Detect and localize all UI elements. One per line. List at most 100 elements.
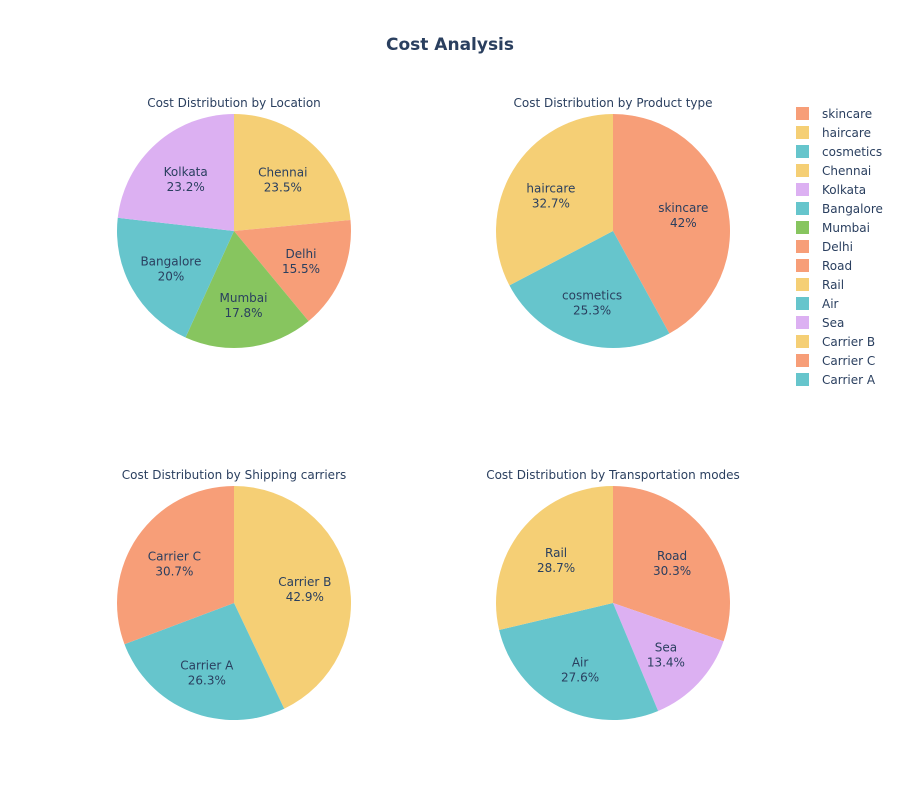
- slice-label-carrier-a: Carrier A: [180, 658, 234, 672]
- pie-slice-chennai[interactable]: [234, 114, 351, 231]
- legend-item-mumbai[interactable]: Mumbai: [796, 221, 870, 235]
- legend-label: Bangalore: [822, 202, 883, 216]
- chart-title: Cost Analysis: [386, 35, 514, 55]
- slice-percent-carrier-a: 26.3%: [188, 673, 226, 687]
- pie-cost-distribution-by-shipping-carriers: Cost Distribution by Shipping carriers Ca…: [116, 468, 352, 721]
- legend-item-chennai[interactable]: Chennai: [796, 164, 871, 178]
- slice-label-rail: Rail: [545, 546, 567, 560]
- pie-slice-carrier-b[interactable]: [234, 486, 352, 709]
- slice-label-carrier-c: Carrier C: [148, 550, 201, 564]
- slice-percent-road: 30.3%: [653, 564, 691, 578]
- legend-swatch: [796, 259, 809, 272]
- slice-percent-chennai: 23.5%: [264, 180, 302, 194]
- legend-swatch: [796, 354, 809, 367]
- pie-grid: Cost Distribution by Location Chennai23.5…: [116, 96, 740, 721]
- legend-swatch: [796, 164, 809, 177]
- slice-percent-haircare: 32.7%: [532, 197, 570, 211]
- slice-label-road: Road: [657, 549, 687, 563]
- legend-item-cosmetics[interactable]: cosmetics: [796, 145, 882, 159]
- slice-label-chennai: Chennai: [258, 165, 307, 179]
- slice-label-air: Air: [572, 656, 589, 670]
- slice-percent-sea: 13.4%: [647, 656, 685, 670]
- legend-swatch: [796, 145, 809, 158]
- slice-label-mumbai: Mumbai: [220, 291, 268, 305]
- pie-cost-distribution-by-product-type: Cost Distribution by Product type skincar…: [496, 96, 731, 349]
- pie-slice-bangalore[interactable]: [117, 217, 234, 338]
- legend-swatch: [796, 278, 809, 291]
- legend-label: cosmetics: [822, 145, 882, 159]
- pie-slice-mumbai[interactable]: [185, 231, 309, 348]
- pie-slice-cosmetics[interactable]: [509, 231, 670, 349]
- slice-percent-kolkata: 23.2%: [167, 180, 205, 194]
- slice-label-cosmetics: cosmetics: [562, 289, 622, 303]
- slice-label-skincare: skincare: [658, 201, 708, 215]
- legend-label: Carrier A: [822, 373, 876, 387]
- legend-swatch: [796, 183, 809, 196]
- slice-percent-rail: 28.7%: [537, 561, 575, 575]
- pie-slice-kolkata[interactable]: [117, 114, 234, 231]
- legend-swatch: [796, 316, 809, 329]
- pie-slice-haircare[interactable]: [496, 114, 613, 286]
- legend-label: Sea: [822, 316, 844, 330]
- pie-title: Cost Distribution by Location: [147, 96, 321, 110]
- legend-swatch: [796, 202, 809, 215]
- slice-label-bangalore: Bangalore: [140, 255, 201, 269]
- slice-percent-cosmetics: 25.3%: [573, 304, 611, 318]
- legend-label: Carrier C: [822, 354, 875, 368]
- pie-slice-sea[interactable]: [613, 603, 724, 711]
- slice-label-haircare: haircare: [526, 182, 575, 196]
- pie-slice-rail[interactable]: [496, 486, 613, 630]
- legend-swatch: [796, 126, 809, 139]
- pie-slice-road[interactable]: [613, 486, 730, 642]
- legend-item-carrier-a[interactable]: Carrier A: [796, 373, 876, 387]
- legend-swatch: [796, 221, 809, 234]
- legend-swatch: [796, 107, 809, 120]
- slice-percent-carrier-b: 42.9%: [286, 590, 324, 604]
- slice-label-delhi: Delhi: [286, 247, 317, 261]
- legend-label: Chennai: [822, 164, 871, 178]
- legend-item-road[interactable]: Road: [796, 259, 852, 273]
- legend-item-bangalore[interactable]: Bangalore: [796, 202, 883, 216]
- legend-label: Air: [822, 297, 839, 311]
- legend-label: Carrier B: [822, 335, 875, 349]
- legend-item-sea[interactable]: Sea: [796, 316, 844, 330]
- pie-cost-distribution-by-location: Cost Distribution by Location Chennai23.5…: [117, 96, 351, 348]
- pie-slice-skincare[interactable]: [613, 113, 731, 334]
- pie-slice-carrier-a[interactable]: [124, 603, 285, 721]
- slice-label-kolkata: Kolkata: [164, 165, 208, 179]
- legend-swatch: [796, 297, 809, 310]
- legend-item-air[interactable]: Air: [796, 297, 839, 311]
- legend-swatch: [796, 373, 809, 386]
- legend-item-haircare[interactable]: haircare: [796, 126, 871, 140]
- legend-swatch: [796, 240, 809, 253]
- legend: skincare haircare cosmetics Chennai Kolkata B…: [796, 107, 883, 387]
- pie-slice-air[interactable]: [499, 603, 659, 720]
- slice-percent-air: 27.6%: [561, 671, 599, 685]
- slice-percent-mumbai: 17.8%: [224, 306, 262, 320]
- legend-item-kolkata[interactable]: Kolkata: [796, 183, 866, 197]
- legend-label: skincare: [822, 107, 872, 121]
- slice-label-carrier-b: Carrier B: [278, 575, 331, 589]
- slice-label-sea: Sea: [655, 641, 677, 655]
- legend-label: haircare: [822, 126, 871, 140]
- legend-item-delhi[interactable]: Delhi: [796, 240, 853, 254]
- slice-percent-delhi: 15.5%: [282, 262, 320, 276]
- pie-cost-distribution-by-transportation-modes: Cost Distribution by Transportation mode…: [486, 468, 740, 720]
- slice-percent-carrier-c: 30.7%: [155, 565, 193, 579]
- legend-label: Delhi: [822, 240, 853, 254]
- legend-item-carrier-b[interactable]: Carrier B: [796, 335, 875, 349]
- legend-label: Kolkata: [822, 183, 866, 197]
- pie-slice-delhi[interactable]: [234, 219, 351, 322]
- legend-item-carrier-c[interactable]: Carrier C: [796, 354, 875, 368]
- slice-percent-skincare: 42%: [670, 216, 697, 230]
- legend-label: Rail: [822, 278, 844, 292]
- legend-item-rail[interactable]: Rail: [796, 278, 844, 292]
- legend-label: Mumbai: [822, 221, 870, 235]
- pie-slice-carrier-c[interactable]: [116, 485, 234, 645]
- slice-percent-bangalore: 20%: [158, 270, 185, 284]
- pie-title: Cost Distribution by Transportation mode…: [486, 468, 740, 482]
- legend-label: Road: [822, 259, 852, 273]
- legend-item-skincare[interactable]: skincare: [796, 107, 872, 121]
- pie-title: Cost Distribution by Shipping carriers: [122, 468, 347, 482]
